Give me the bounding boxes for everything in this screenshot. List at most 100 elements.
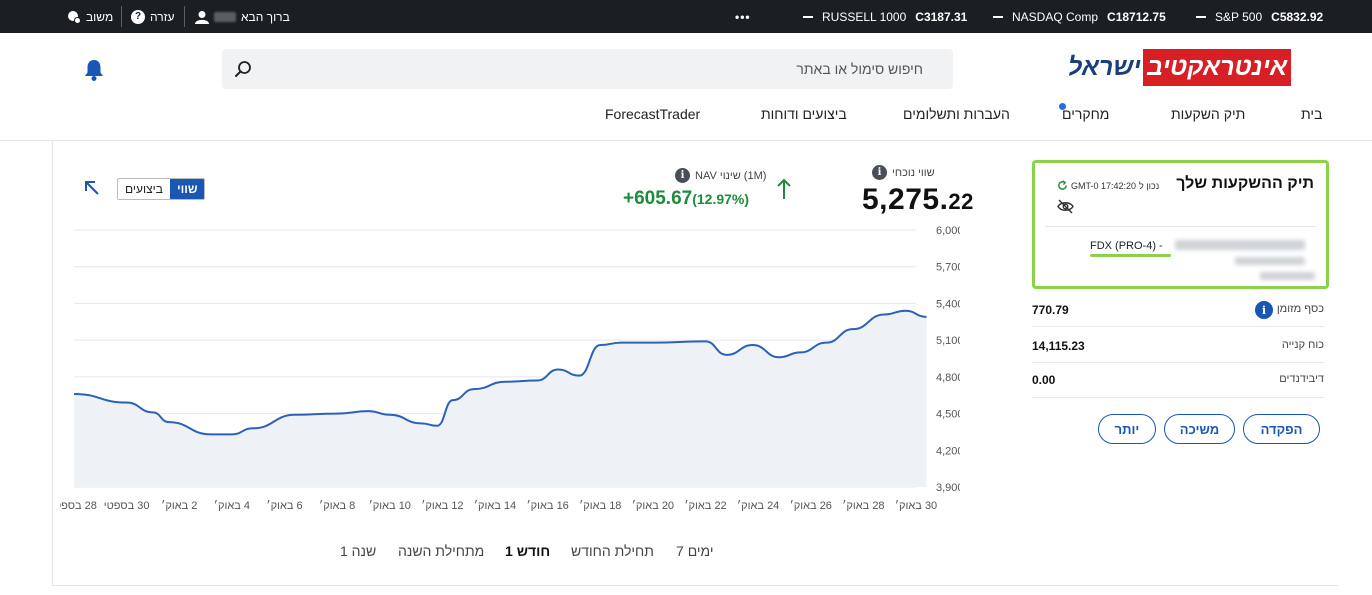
- range-7d[interactable]: 7 ימים: [676, 543, 714, 559]
- current-value-label-text: שווי נוכחי: [892, 166, 935, 179]
- search-icon[interactable]: [234, 60, 252, 78]
- welcome-label: ברוך הבא: [241, 9, 290, 24]
- cash-value: 770.79: [1032, 303, 1069, 317]
- user-icon: [195, 10, 209, 24]
- ticker-change-dash: [993, 15, 1003, 18]
- dividends-label: דיבידנדים: [1279, 373, 1324, 385]
- x-tick-label: 28 בספטי: [60, 500, 97, 512]
- more-button[interactable]: יותר: [1098, 414, 1156, 444]
- x-tick-label: 16 באוק׳: [526, 499, 568, 512]
- main-nav: בית תיק השקעות מחקרים העברות ותשלומים בי…: [0, 103, 1372, 126]
- refresh-icon[interactable]: [1057, 180, 1068, 191]
- range-1m[interactable]: 1 חודש: [505, 543, 551, 559]
- info-icon[interactable]: i: [675, 168, 690, 183]
- account-name-redacted: [1235, 257, 1305, 265]
- feedback-link[interactable]: משוב: [67, 0, 113, 33]
- value-chart: 6,000.00 5,700.00 5,400.00 5,100.00 4,800.00…: [60, 225, 960, 512]
- x-tick-label: 20 באוק׳: [632, 499, 674, 512]
- search-input[interactable]: [283, 49, 923, 89]
- site-logo[interactable]: ישראל אינטראקטיב: [1066, 49, 1291, 86]
- user-menu[interactable]: ברוך הבא: [195, 0, 290, 33]
- x-tick-label: 12 באוק׳: [421, 499, 463, 512]
- logo-israel: ישראל: [1068, 53, 1141, 81]
- more-tickers-button[interactable]: •••: [735, 0, 751, 33]
- ticker-russell[interactable]: RUSSELL 1000 C3187.31: [803, 0, 967, 33]
- x-tick-label: 24 באוק׳: [737, 499, 779, 512]
- withdraw-button[interactable]: משיכה: [1164, 414, 1235, 444]
- help-link[interactable]: ? עזרה: [131, 0, 175, 33]
- ticker-value: C5832.92: [1271, 9, 1324, 24]
- chart-mode-toggle: ביצועים שווי: [117, 178, 206, 200]
- y-tick-label: 4,200.00: [936, 445, 960, 457]
- row-divider: [1032, 326, 1324, 327]
- bell-icon[interactable]: [83, 58, 105, 82]
- current-value: 5,275.22: [862, 183, 974, 217]
- account-summary-card: תיק ההשקעות שלך GMT-0 17:42:20 נכון ל FD…: [1032, 160, 1329, 289]
- value-area: [74, 310, 927, 487]
- x-tick-label: 18 באוק׳: [579, 499, 621, 512]
- ticker-value: C3187.31: [915, 9, 968, 24]
- last-updated-prefix: נכון ל: [1139, 180, 1160, 191]
- ticker-sp500[interactable]: S&P 500 C5832.92: [1196, 0, 1323, 33]
- eye-off-icon[interactable]: [1057, 199, 1074, 214]
- deposit-button[interactable]: הפקדה: [1243, 414, 1320, 444]
- ticker-value: C18712.75: [1107, 9, 1166, 24]
- nav-divider: [0, 140, 1372, 141]
- range-mtd[interactable]: תחילת החודש: [571, 543, 654, 559]
- x-tick-label: 28 באוק׳: [842, 499, 884, 512]
- range-ytd[interactable]: מתחילת השנה: [398, 543, 485, 559]
- x-tick-label: 30 באוק׳: [895, 499, 937, 512]
- account-divider: [1045, 226, 1316, 227]
- ticker-change-dash: [803, 15, 813, 18]
- more-label: •••: [735, 9, 751, 24]
- y-tick-label: 4,800.00: [936, 372, 960, 384]
- x-tick-label: 26 באוק׳: [790, 499, 832, 512]
- feedback-label: משוב: [86, 9, 114, 24]
- buying-power-value: 14,115.23: [1032, 339, 1085, 353]
- x-tick-label: 2 באוק׳: [161, 499, 197, 512]
- time-range-selector: 7 ימים תחילת החודש 1 חודש מתחילת השנה שנ…: [0, 543, 1372, 561]
- account-title: תיק ההשקעות שלך: [1176, 175, 1314, 192]
- nav-home[interactable]: בית: [1301, 106, 1323, 122]
- x-tick-label: 6 באוק׳: [266, 499, 302, 512]
- cash-info-icon[interactable]: i: [1255, 301, 1273, 319]
- y-tick-label: 5,400.00: [936, 298, 960, 310]
- range-1y[interactable]: שנה 1: [340, 543, 377, 559]
- current-value-label: שווי נוכחי i: [872, 165, 935, 180]
- value-line: [73, 309, 927, 436]
- y-tick-label: 3,900.00: [936, 482, 960, 494]
- expand-icon[interactable]: [84, 180, 100, 196]
- y-tick-label: 4,500.00: [936, 409, 960, 421]
- help-icon: ?: [131, 9, 145, 24]
- x-tick-label: 22 באוק׳: [684, 499, 726, 512]
- ticker-change-dash: [1196, 15, 1206, 18]
- dividends-row: דיבידנדים 0.00: [1032, 373, 1324, 393]
- last-updated-time: GMT-0 17:42:20: [1071, 180, 1137, 191]
- row-divider: [1032, 362, 1324, 363]
- nav-research[interactable]: מחקרים: [1062, 106, 1110, 122]
- x-tick-label: 4 באוק׳: [214, 499, 250, 512]
- info-icon[interactable]: i: [872, 165, 887, 180]
- nav-change-value: +605.67(12.97%): [623, 188, 749, 210]
- logo-interactive: אינטראקטיב: [1143, 49, 1291, 86]
- nav-change-amount: +605.67: [623, 188, 693, 209]
- nav-change-percent: (12.97%): [692, 191, 750, 207]
- ticker-nasdaq[interactable]: NASDAQ Comp C18712.75: [993, 0, 1166, 33]
- nav-change-label: i NAV שינוי (1M): [675, 168, 766, 183]
- nav-portfolio[interactable]: תיק השקעות: [1171, 106, 1246, 122]
- toggle-performance[interactable]: ביצועים: [118, 179, 170, 199]
- dividends-value: 0.00: [1032, 373, 1056, 387]
- nav-forecasttrader[interactable]: ForecastTrader: [605, 106, 701, 122]
- ticker-name: S&P 500: [1215, 9, 1263, 24]
- buying-power-label: כוח קנייה: [1281, 339, 1324, 351]
- nav-transfers[interactable]: העברות ותשלומים: [903, 106, 1010, 122]
- search-bar[interactable]: [222, 49, 953, 89]
- arrow-up-icon: [777, 178, 791, 199]
- cash-row: כסף מזומן 770.79: [1032, 303, 1324, 323]
- toggle-value[interactable]: שווי: [169, 179, 205, 199]
- nav-performance[interactable]: ביצועים ודוחות: [761, 106, 847, 122]
- market-ticker-bar: משוב ? עזרה ברוך הבא ••• RUSSELL 1000 C3…: [0, 0, 1372, 33]
- account-id-highlight: [1090, 254, 1171, 257]
- x-tick-label: 14 באוק׳: [474, 499, 516, 512]
- account-name-redacted: [1260, 272, 1315, 280]
